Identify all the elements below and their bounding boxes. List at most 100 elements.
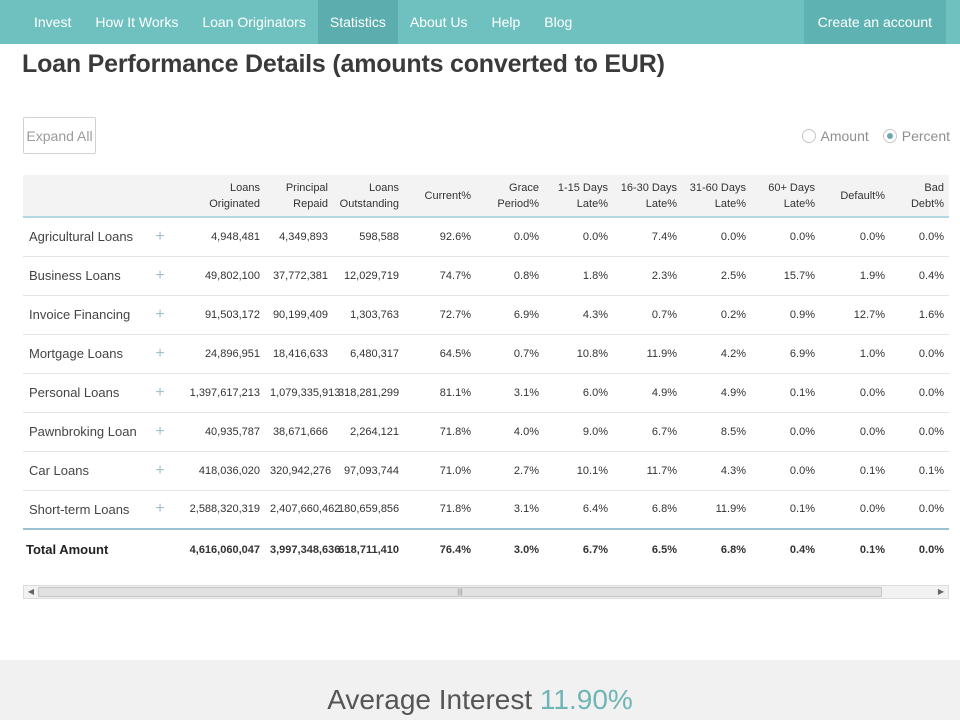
table-cell: 0.0% (890, 490, 949, 530)
column-header: Bad Debt% (890, 175, 949, 218)
nav-item-statistics[interactable]: Statistics (317, 0, 398, 44)
percent-option-label: Percent (901, 128, 950, 144)
expand-row-plus-icon[interactable]: + (149, 217, 171, 257)
table-cell: 3.1% (476, 490, 544, 530)
table-cell: 318,281,299 (333, 373, 404, 413)
table-row: Personal Loans +1,397,617,213 1,079,335,91… (23, 373, 949, 413)
amount-option-label: Amount (820, 128, 869, 144)
table-cell: 6.8% (613, 490, 682, 530)
column-header: Loans Originated (171, 175, 265, 218)
nav-item-blog[interactable]: Blog (544, 14, 573, 30)
loan-performance-table-container: Loans Originated Principal Repaid Loans Outst… (23, 175, 949, 569)
table-cell: 0.0% (820, 217, 890, 257)
table-cell: 6.4% (544, 490, 613, 530)
horizontal-scrollbar[interactable]: ◀ ||| ▶ (23, 585, 949, 599)
average-interest-band (0, 660, 960, 720)
amount-option[interactable]: Amount (801, 128, 869, 144)
table-cell: 2,588,320,319 (171, 490, 265, 530)
table-cell: 180,659,856 (333, 490, 404, 530)
table-cell: 0.0% (890, 217, 949, 257)
table-cell: 0.4% (751, 528, 820, 569)
table-cell: 0.0% (751, 412, 820, 452)
table-cell: 0.1% (820, 451, 890, 491)
table-row: Short-term Loans +2,588,320,319 2,407,660,… (23, 490, 949, 530)
table-cell: 2.3% (613, 256, 682, 296)
table-cell: 1,397,617,213 (171, 373, 265, 413)
scroll-left-arrow-icon[interactable]: ◀ (27, 587, 35, 596)
table-cell: 11.9% (613, 334, 682, 374)
table-cell: 12,029,719 (333, 256, 404, 296)
table-cell: 1.0% (820, 334, 890, 374)
table-cell: 24,896,951 (171, 334, 265, 374)
expand-row-plus-icon[interactable]: + (149, 451, 171, 491)
table-cell: 74.7% (404, 256, 476, 296)
table-cell: 81.1% (404, 373, 476, 413)
expand-row-plus-icon[interactable]: + (149, 412, 171, 452)
table-cell: 15.7% (751, 256, 820, 296)
table-cell: 6.9% (476, 295, 544, 335)
table-cell: 6.8% (682, 528, 751, 569)
table-cell: 18,416,633 (265, 334, 333, 374)
table-cell: 3.0% (476, 528, 544, 569)
table-cell: 0.0% (890, 334, 949, 374)
table-cell: 0.0% (890, 373, 949, 413)
amount-radio[interactable] (801, 129, 816, 143)
table-cell: 71.0% (404, 451, 476, 491)
nav-item-invest[interactable]: Invest (34, 14, 72, 30)
nav-item-help[interactable]: Help (491, 14, 521, 30)
table-cell: 3.1% (476, 373, 544, 413)
expand-row-plus-icon[interactable]: + (149, 490, 171, 530)
column-header: 31-60 Days Late% (682, 175, 751, 218)
percent-option[interactable]: Percent (882, 128, 950, 144)
expand-row-plus-icon[interactable]: + (149, 256, 171, 296)
top-navigation: Invest How It Works Loan Originators Statis… (0, 0, 960, 44)
table-cell: 4.3% (544, 295, 613, 335)
table-cell: 7.4% (613, 217, 682, 257)
column-header: 60+ Days Late% (751, 175, 820, 218)
table-cell: 1.9% (820, 256, 890, 296)
table-cell: 90,199,409 (265, 295, 333, 335)
grip-icon: ||| (457, 589, 463, 596)
table-cell: 40,935,787 (171, 412, 265, 452)
table-cell: 97,093,744 (333, 451, 404, 491)
table-cell: 4,948,481 (171, 217, 265, 257)
table-cell: 0.0% (820, 490, 890, 530)
expand-row-plus-icon[interactable]: + (149, 295, 171, 335)
total-row: Total Amount 4,616,060,047 3,997,348,636 61… (23, 528, 949, 569)
loan-type-name: Pawnbroking Loan (23, 412, 149, 452)
table-cell: 71.8% (404, 412, 476, 452)
table-cell: 6.7% (544, 528, 613, 569)
expand-row-plus-icon[interactable]: + (149, 334, 171, 374)
nav-item-loan-originators[interactable]: Loan Originators (202, 14, 306, 30)
column-header: Default% (820, 175, 890, 218)
table-cell: 76.4% (404, 528, 476, 569)
spacer-cell (149, 528, 171, 569)
expand-row-plus-icon[interactable]: + (149, 373, 171, 413)
table-cell: 598,588 (333, 217, 404, 257)
loan-type-name: Invoice Financing (23, 295, 149, 335)
table-cell: 2.5% (682, 256, 751, 296)
total-label: Total Amount (23, 528, 149, 569)
table-cell: 6.0% (544, 373, 613, 413)
nav-item-about-us[interactable]: About Us (409, 14, 468, 30)
table-cell: 4.2% (682, 334, 751, 374)
create-account-button[interactable]: Create an account (803, 0, 946, 44)
display-mode-toggle: Amount Percent (788, 128, 950, 144)
table-cell: 4.3% (682, 451, 751, 491)
average-interest-value: 11.90% (539, 684, 633, 715)
table-header-row: Loans Originated Principal Repaid Loans Outst… (23, 175, 949, 218)
table-cell: 6.7% (613, 412, 682, 452)
table-cell: 11.7% (613, 451, 682, 491)
scrollbar-thumb[interactable]: ||| (38, 587, 882, 597)
scroll-right-arrow-icon[interactable]: ▶ (937, 587, 945, 596)
table-cell: 10.8% (544, 334, 613, 374)
table-cell: 0.0% (820, 412, 890, 452)
table-cell: 0.0% (890, 412, 949, 452)
expand-all-button[interactable]: Expand All (23, 117, 96, 154)
table-cell: 4,616,060,047 (171, 528, 265, 569)
table-row: Car Loans +418,036,020 320,942,276 97,093,7… (23, 451, 949, 491)
table-row: Pawnbroking Loan +40,935,787 38,671,666 2,2… (23, 412, 949, 452)
percent-radio[interactable] (882, 129, 897, 143)
nav-item-how-it-works[interactable]: How It Works (95, 14, 179, 30)
table-cell: 4,349,893 (265, 217, 333, 257)
